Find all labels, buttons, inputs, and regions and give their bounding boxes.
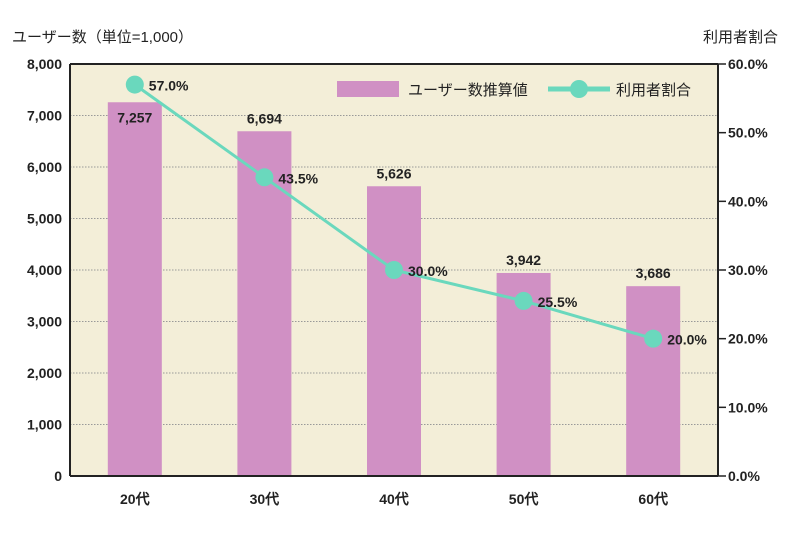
legend-bar-label: ユーザー数推算値	[408, 81, 528, 99]
bar	[107, 102, 162, 477]
line-value-label: 30.0%	[408, 263, 448, 279]
bar	[626, 286, 681, 476]
line-point	[255, 168, 274, 187]
y-tick-label: 3,000	[27, 314, 62, 330]
y2-tick-label: 60.0%	[728, 56, 768, 72]
y2-tick-label: 20.0%	[728, 331, 768, 347]
y-tick-label: 6,000	[27, 159, 62, 175]
bar-value-label: 5,626	[376, 165, 411, 181]
line-point	[644, 329, 663, 348]
line-point	[385, 261, 403, 279]
y2-tick-label: 50.0%	[728, 125, 768, 141]
bar-value-label: 7,257	[117, 109, 152, 125]
y-tick-label: 8,000	[27, 56, 62, 72]
bar	[367, 186, 421, 477]
x-tick-label: 40代	[379, 491, 409, 507]
line-value-label: 43.5%	[278, 170, 318, 186]
bar-value-label: 6,694	[247, 110, 282, 126]
y-tick-label: 7,000	[27, 108, 62, 124]
line-point	[125, 75, 144, 94]
y-tick-label: 4,000	[27, 262, 62, 278]
x-tick-label: 30代	[250, 491, 280, 507]
bar-value-label: 3,942	[506, 252, 541, 268]
y-tick-label: 1,000	[27, 417, 62, 433]
x-tick-label: 60代	[638, 491, 668, 507]
y2-axis-title: 利用者割合	[703, 29, 778, 46]
y-tick-label: 5,000	[27, 211, 62, 227]
legend-bar-swatch	[337, 81, 399, 97]
line-value-label: 20.0%	[667, 332, 707, 348]
y2-tick-label: 30.0%	[728, 262, 768, 278]
line-value-label: 25.5%	[538, 294, 578, 310]
x-tick-label: 50代	[509, 491, 539, 507]
y-tick-label: 2,000	[27, 365, 62, 381]
y2-tick-label: 10.0%	[728, 399, 768, 415]
y2-tick-label: 40.0%	[728, 193, 768, 209]
bar-value-label: 3,686	[636, 265, 671, 281]
y-tick-label: 0	[54, 468, 62, 484]
y2-tick-label: 0.0%	[728, 468, 760, 484]
line-point	[514, 291, 533, 310]
legend-line-marker	[570, 80, 588, 98]
x-tick-label: 20代	[120, 491, 150, 507]
y-axis-title: ユーザー数（単位=1,000）	[12, 29, 193, 46]
legend-line-label: 利用者割合	[616, 82, 691, 99]
line-value-label: 57.0%	[149, 78, 189, 94]
